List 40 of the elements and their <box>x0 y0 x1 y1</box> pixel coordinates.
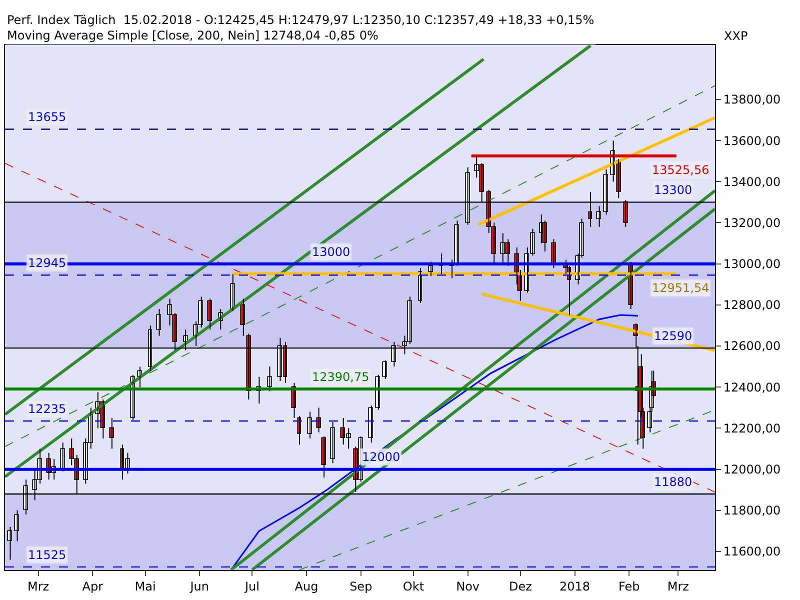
y-tick-label: 12800,00 <box>723 298 781 312</box>
y-tick-label: 12000,00 <box>723 462 781 477</box>
annotation: 12951,54 <box>652 281 710 295</box>
x-tick-label: Jul <box>244 579 260 594</box>
x-tick-label: Apr <box>82 579 104 594</box>
y-axis-title: XXP <box>724 29 748 43</box>
ref-line-label: 12590 <box>654 329 692 343</box>
ref-line-label: 12000 <box>362 450 400 464</box>
annotation: 13525,56 <box>652 163 710 177</box>
y-tick-label: 12600,00 <box>723 339 781 354</box>
y-tick-label: 11800,00 <box>723 504 781 518</box>
x-tick-label: Mrz <box>28 579 50 594</box>
y-tick-label: 13400,00 <box>723 174 781 189</box>
chart-title: Perf. Index Täglich 15.02.2018 - O:12425,45 H:12479,97 L:12350,10 C:12357,49 +18,33 +0,15% <box>7 13 594 27</box>
ref-line-label: 11880 <box>654 475 692 489</box>
y-tick-label: 13200,00 <box>723 216 781 230</box>
ref-line-label: 13300 <box>654 183 692 197</box>
x-tick-label: Nov <box>456 579 480 594</box>
ref-line-label: 12235 <box>28 402 66 416</box>
x-tick-label: Jun <box>189 579 209 594</box>
y-tick-label: 13800,00 <box>723 92 781 107</box>
ref-line-label: 12390,75 <box>312 370 370 384</box>
y-tick-label: 13000,00 <box>723 257 781 272</box>
x-tick-label: 2018 <box>559 579 590 594</box>
y-tick-label: 12200,00 <box>723 421 781 436</box>
x-tick-label: Okt <box>402 579 424 594</box>
ref-line-label: 11525 <box>28 548 66 562</box>
x-tick-label: Sep <box>350 579 372 594</box>
ref-line-label: 12945 <box>28 256 66 270</box>
ref-line-label: 13655 <box>28 110 66 124</box>
x-tick-label: Mrz <box>667 579 689 594</box>
y-tick-label: 13600,00 <box>723 134 781 148</box>
ref-line-label: 13000 <box>312 245 350 259</box>
chart-subtitle: Moving Average Simple [Close, 200, Nein] 12748,04 -0,85 0% <box>7 28 378 43</box>
x-tick-label: Feb <box>618 579 640 594</box>
x-tick-label: Dez <box>508 579 532 594</box>
y-tick-label: 11600,00 <box>723 544 781 559</box>
y-tick-label: 12400,00 <box>723 380 781 394</box>
x-tick-label: Mai <box>134 579 156 594</box>
x-tick-label: Aug <box>294 579 318 594</box>
